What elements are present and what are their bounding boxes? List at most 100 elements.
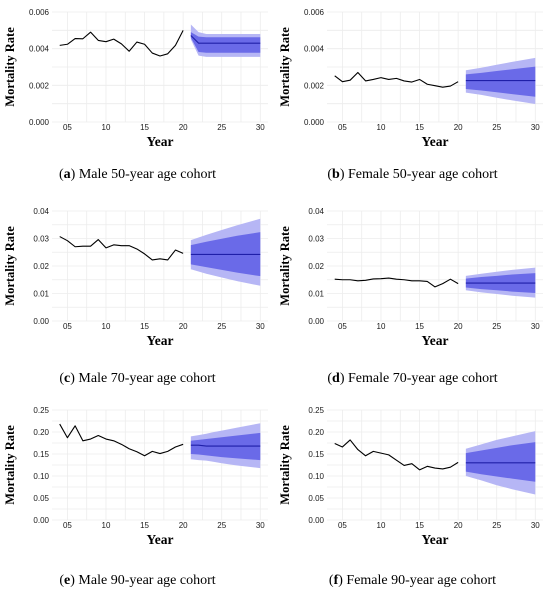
y-tick-label: 0.004	[29, 45, 50, 54]
caption-letter: d	[332, 371, 340, 386]
x-tick-label: 30	[256, 123, 265, 132]
panel-b: 05 10 15 20 25 30 0.000 0.002 0.004 0.006 Year Mort…	[275, 0, 550, 199]
y-tick-label: 0.20	[308, 428, 324, 437]
y-tick-label: 0.002	[304, 81, 325, 90]
observed-line	[59, 423, 184, 457]
caption-f: (f) Female 90-year age cohort	[328, 573, 497, 588]
y-tick-label: 0.05	[33, 494, 49, 503]
x-tick-label: 15	[140, 322, 149, 331]
y-tick-label: 0.006	[304, 8, 325, 17]
y-tick-label: 0.00	[308, 317, 324, 326]
x-tick-label: 05	[338, 322, 347, 331]
y-tick-label: 0.000	[29, 118, 50, 127]
y-tick-label: 0.25	[33, 406, 49, 415]
x-axis-label: Year	[422, 532, 449, 547]
y-tick-label: 0.01	[33, 290, 49, 299]
y-tick-label: 0.01	[308, 290, 324, 299]
y-tick-label: 0.04	[33, 207, 49, 216]
x-tick-label: 15	[415, 322, 424, 331]
y-tick-label: 0.006	[29, 8, 50, 17]
x-axis-label: Year	[147, 333, 174, 348]
x-tick-label: 30	[531, 322, 540, 331]
observed-line	[59, 30, 184, 57]
caption-c: (c) Male 70-year age cohort	[59, 371, 216, 386]
y-tick-label: 0.10	[308, 472, 324, 481]
caption-e: (e) Male 90-year age cohort	[59, 573, 216, 588]
x-tick-label: 05	[338, 521, 347, 530]
x-tick-label: 20	[179, 521, 188, 530]
x-tick-label: 25	[217, 123, 226, 132]
x-tick-label: 10	[377, 123, 386, 132]
x-tick-label: 30	[531, 521, 540, 530]
x-tick-label: 05	[63, 123, 72, 132]
y-tick-label: 0.20	[33, 428, 49, 437]
caption-letter: a	[63, 167, 71, 182]
y-tick-label: 0.000	[304, 118, 325, 127]
observed-line	[59, 236, 184, 261]
forecast-band-inner	[190, 32, 261, 53]
y-axis-label: Mortality Rate	[278, 226, 292, 306]
x-tick-label: 25	[492, 123, 501, 132]
y-tick-label: 0.00	[33, 317, 49, 326]
caption-a: (a) Male 50-year age cohort	[58, 167, 217, 182]
y-tick-label: 0.00	[33, 516, 49, 525]
caption-d: (d) Female 70-year age cohort	[327, 371, 498, 386]
x-axis-label: Year	[422, 333, 449, 348]
y-tick-label: 0.02	[33, 262, 49, 271]
caption-letter: c	[64, 371, 71, 386]
chart-b: 05 10 15 20 25 30 0.000 0.002 0.004 0.006 Year Mort…	[278, 8, 543, 149]
observed-line	[334, 71, 459, 88]
x-tick-label: 15	[415, 123, 424, 132]
x-tick-label: 30	[256, 322, 265, 331]
caption-letter: b	[332, 167, 340, 182]
x-tick-label: 15	[140, 123, 149, 132]
x-axis-label: Year	[147, 532, 174, 547]
forecast-median-line	[190, 35, 261, 44]
chart-a: 05 10 15 20 25 30 0.000 0.002 0.004 0.006 Year Mort…	[3, 8, 268, 149]
y-tick-label: 0.25	[308, 406, 324, 415]
caption-text: Female 70-year age cohort	[347, 371, 498, 386]
y-tick-label: 0.002	[29, 81, 50, 90]
x-tick-label: 25	[217, 322, 226, 331]
x-tick-label: 20	[454, 322, 463, 331]
y-tick-label: 0.02	[308, 262, 324, 271]
x-tick-label: 10	[102, 123, 111, 132]
x-tick-label: 05	[63, 521, 72, 530]
caption-text: Male 90-year age cohort	[78, 573, 216, 588]
panel-a: 05 10 15 20 25 30 0.000 0.002 0.004 0.006 Year Mort…	[0, 0, 275, 199]
x-tick-label: 30	[256, 521, 265, 530]
forecast-band-inner	[465, 442, 536, 482]
chart-c: 05 10 15 20 25 30 0.00 0.01 0.02 0.03 0.04 Year Mort…	[3, 207, 268, 348]
forecast-median-line	[190, 444, 261, 447]
x-tick-label: 20	[454, 521, 463, 530]
y-axis-label: Mortality Rate	[278, 27, 292, 107]
x-axis-label: Year	[422, 134, 449, 149]
x-tick-label: 10	[102, 322, 111, 331]
caption-text: Female 50-year age cohort	[347, 167, 498, 182]
y-tick-label: 0.10	[33, 472, 49, 481]
x-tick-label: 20	[179, 123, 188, 132]
x-tick-label: 05	[338, 123, 347, 132]
caption-b: (b) Female 50-year age cohort	[327, 167, 498, 182]
chart-d: 05 10 15 20 25 30 0.00 0.01 0.02 0.03 0.04 Year Mort…	[278, 207, 543, 348]
y-tick-label: 0.05	[308, 494, 324, 503]
x-tick-label: 25	[217, 521, 226, 530]
y-tick-label: 0.00	[308, 516, 324, 525]
x-tick-label: 20	[454, 123, 463, 132]
panel-c: 05 10 15 20 25 30 0.00 0.01 0.02 0.03 0.04 Year Mort…	[0, 199, 275, 398]
x-tick-label: 15	[415, 521, 424, 530]
chart-e: 05 10 15 20 25 30 0.00 0.05 0.10 0.15 0.20 0.25 Year…	[3, 406, 268, 547]
x-tick-label: 05	[63, 322, 72, 331]
forecast-band-inner	[465, 66, 536, 97]
panel-f: 05 10 15 20 25 30 0.00 0.05 0.10 0.15 0.20 0.25 Year…	[275, 398, 550, 597]
panel-e: 05 10 15 20 25 30 0.00 0.05 0.10 0.15 0.20 0.25 Year…	[0, 398, 275, 597]
y-tick-label: 0.03	[33, 235, 49, 244]
observed-line	[334, 277, 459, 288]
caption-text: Male 50-year age cohort	[78, 167, 217, 182]
x-tick-label: 25	[492, 521, 501, 530]
y-tick-label: 0.004	[304, 45, 325, 54]
caption-text: Female 90-year age cohort	[346, 573, 497, 588]
y-tick-label: 0.04	[308, 207, 324, 216]
y-tick-label: 0.15	[308, 450, 324, 459]
